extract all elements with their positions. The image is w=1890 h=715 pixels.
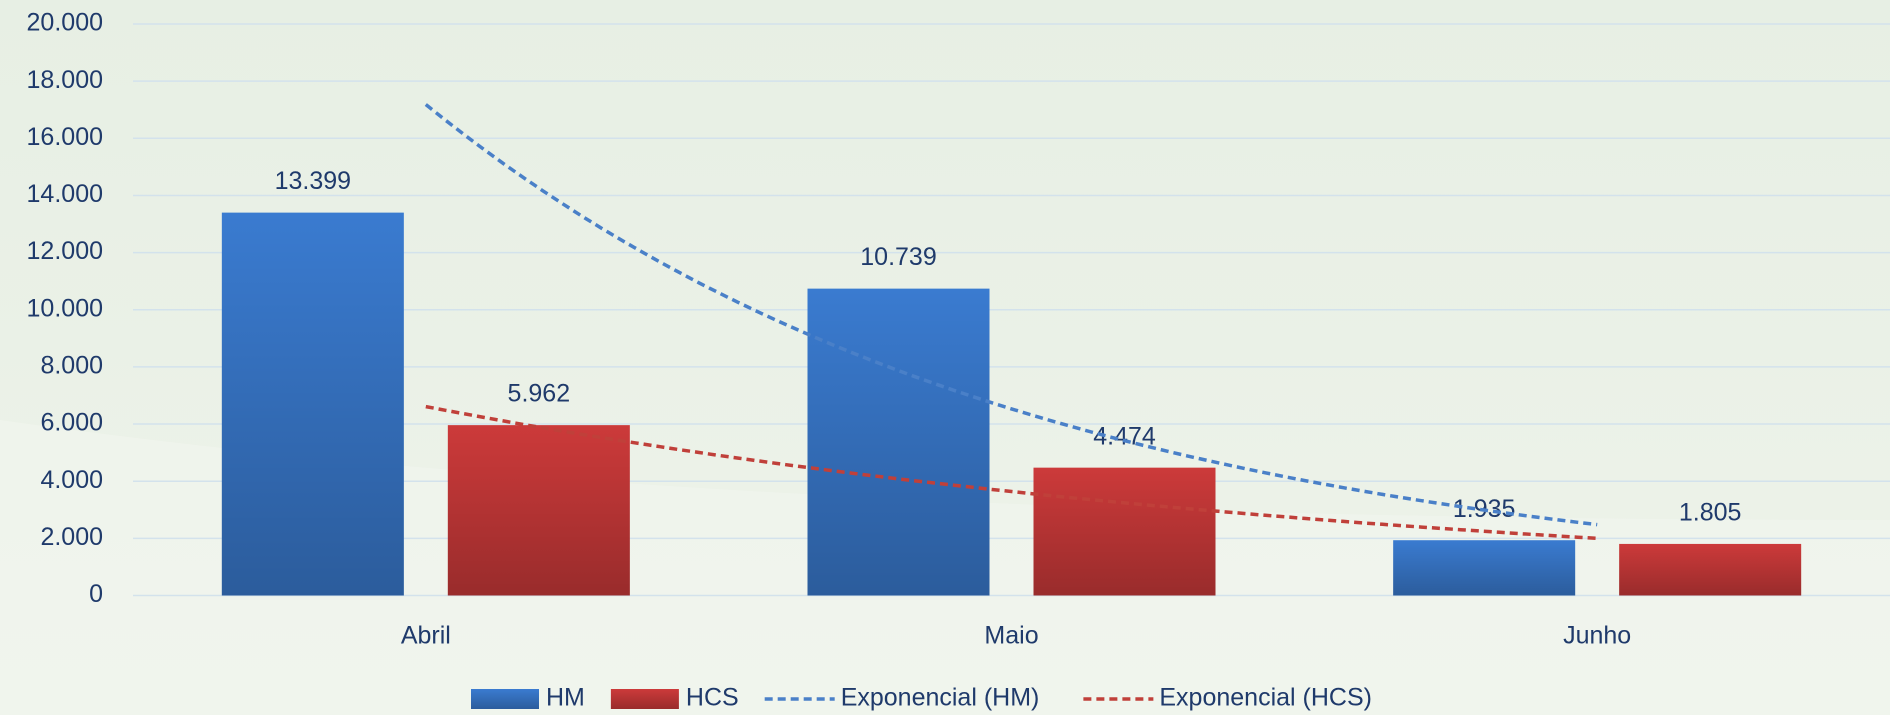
bar-shade [1393,540,1576,596]
y-tick-label: 2.000 [40,523,103,551]
data-label: 13.399 [275,167,351,195]
bar-shade [447,425,630,596]
legend-swatch-shade [471,689,539,709]
y-tick-label: 10.000 [27,294,103,322]
y-tick-label: 12.000 [27,237,103,265]
trend-line [425,404,1598,541]
y-tick-label: 14.000 [27,180,103,208]
y-tick-label: 20.000 [27,9,103,37]
bar-shade [221,212,404,596]
bar-shade [807,288,990,596]
data-label: 5.962 [508,380,571,408]
bar-shade [1619,543,1802,596]
legend-label: HCS [686,684,739,712]
data-label: 1.805 [1679,499,1742,527]
legend-label: Exponencial (HM) [841,684,1040,712]
legend-swatch-shade [610,689,679,709]
bar-shade [1033,467,1216,596]
y-tick-label: 16.000 [27,123,103,151]
y-tick-label: 6.000 [40,409,103,437]
y-tick-label: 0 [89,580,103,608]
x-tick-label: Abril [401,622,451,650]
legend-label: Exponencial (HCS) [1159,684,1372,712]
y-tick-label: 4.000 [40,466,103,494]
x-tick-label: Maio [984,622,1038,650]
y-tick-label: 8.000 [40,352,103,380]
legend-label: HM [546,684,585,712]
trend-line [424,103,1598,527]
x-tick-label: Junho [1563,622,1631,650]
y-tick-label: 18.000 [27,66,103,94]
data-label: 10.739 [860,243,936,271]
